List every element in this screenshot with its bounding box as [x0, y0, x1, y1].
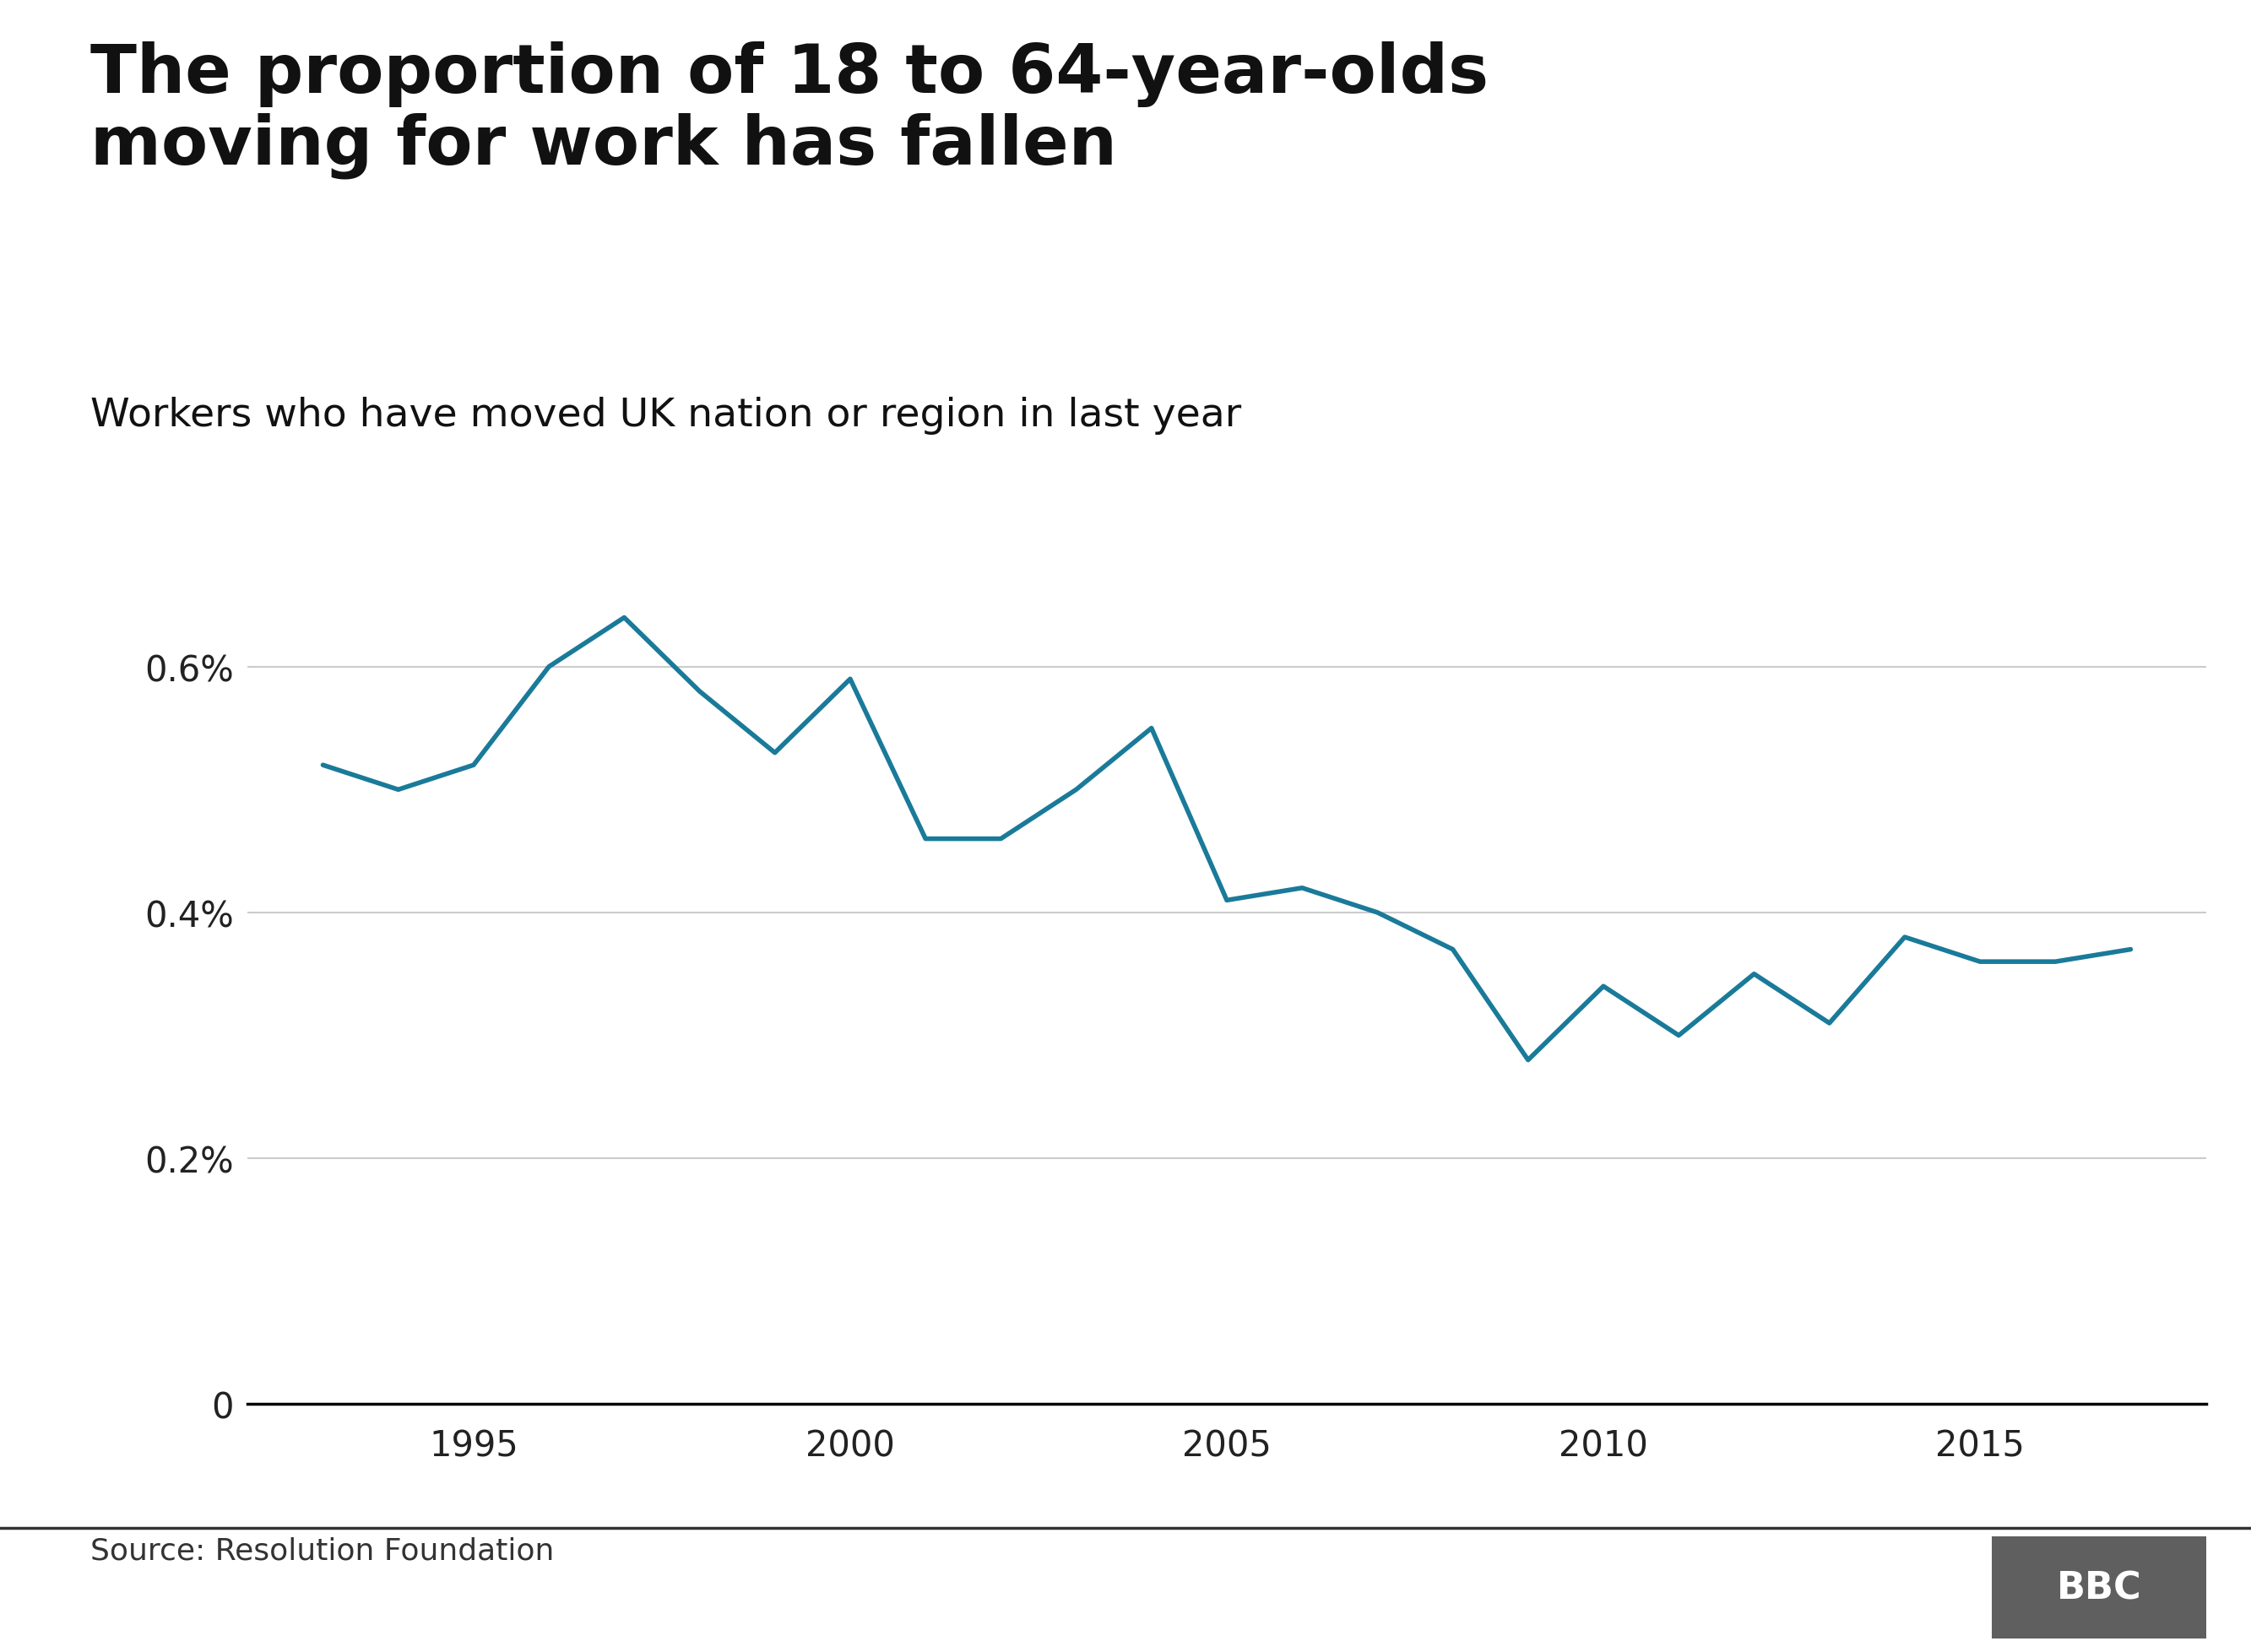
- Text: Source: Resolution Foundation: Source: Resolution Foundation: [90, 1536, 554, 1564]
- Text: The proportion of 18 to 64-year-olds
moving for work has fallen: The proportion of 18 to 64-year-olds mov…: [90, 41, 1488, 178]
- Text: Workers who have moved UK nation or region in last year: Workers who have moved UK nation or regi…: [90, 396, 1240, 434]
- Text: BBC: BBC: [2057, 1569, 2141, 1606]
